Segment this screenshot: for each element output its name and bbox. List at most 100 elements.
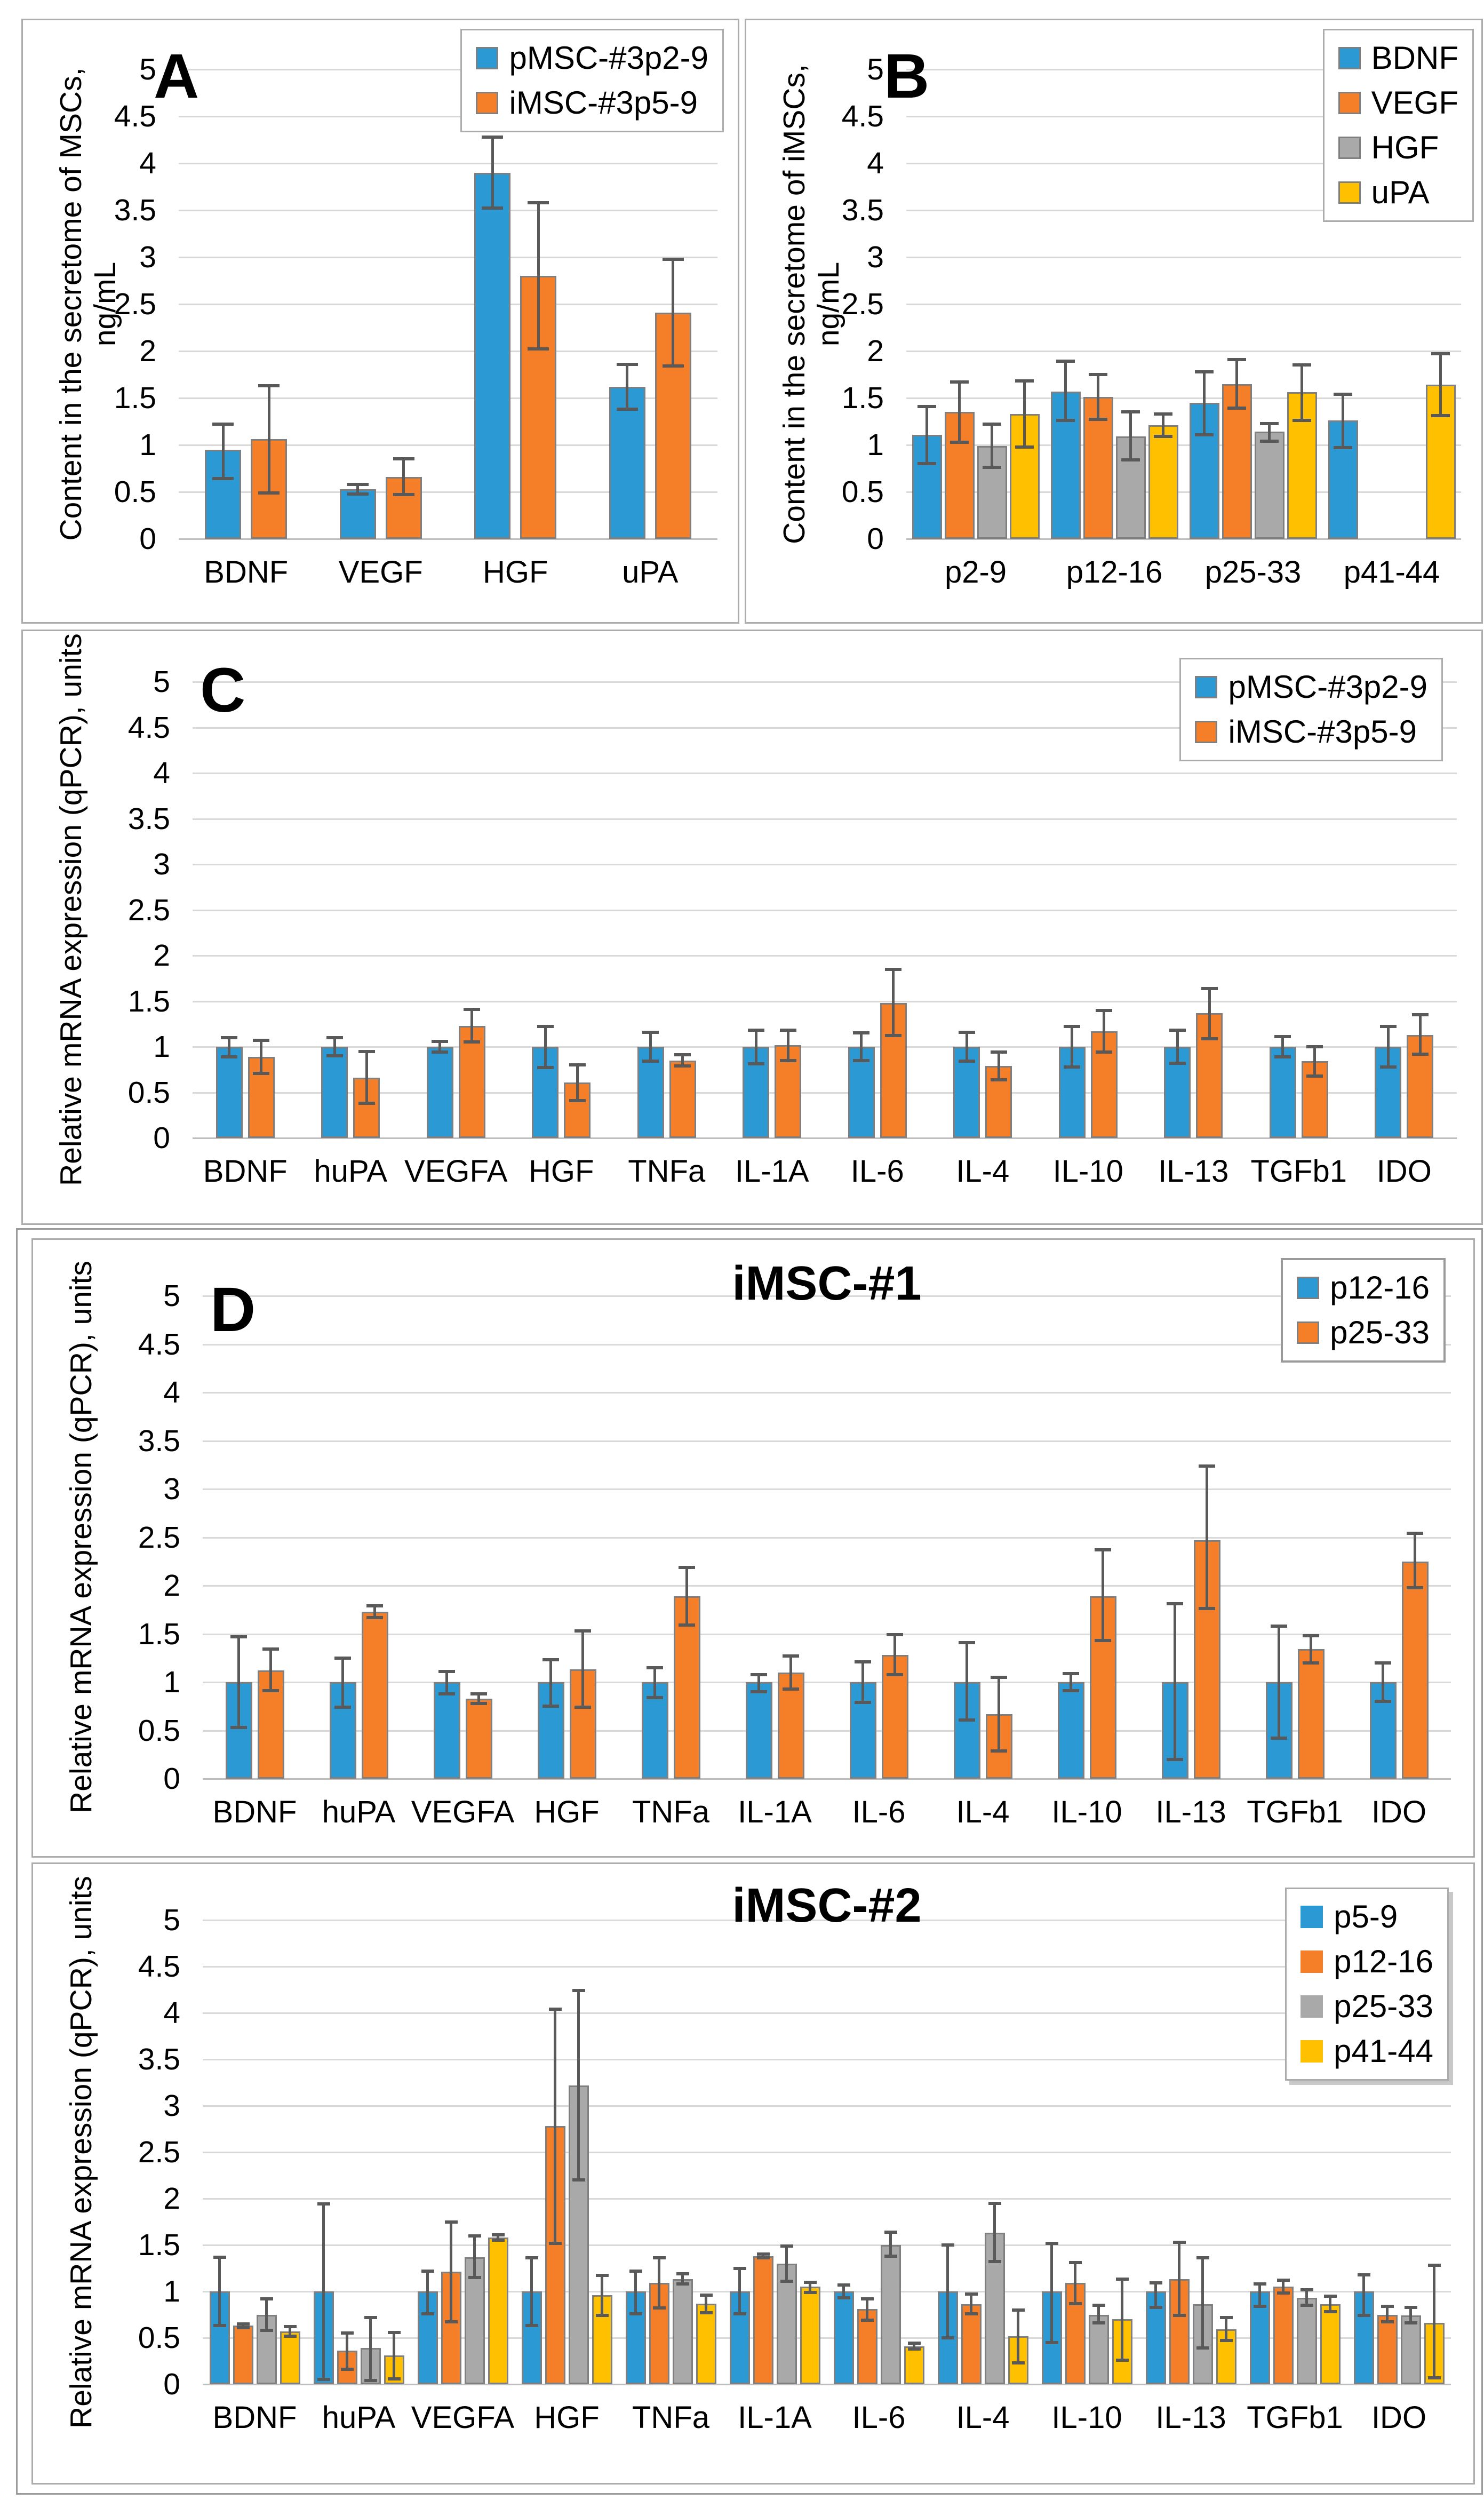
gridline [906,538,1461,540]
error-bar-cap [548,2008,562,2011]
gridline [203,2012,1451,2014]
category-label: IL-13 [1158,1154,1229,1189]
gridline [203,1536,1451,1539]
error-bar-cap [751,1690,767,1694]
error-bar-cap [887,1673,903,1676]
gridline [193,1000,1457,1002]
error-bar-cap [317,2378,330,2382]
error-bar-cap [1274,1055,1291,1058]
error-bar [530,2258,533,2326]
y-tick-label: 1 [139,428,156,462]
error-bar-cap [1154,435,1172,439]
error-bar [1418,1015,1422,1054]
y-tick-label: 3.5 [127,801,170,836]
error-bar [653,1667,656,1698]
legend-label: pMSC-#3p2-9 [509,40,708,76]
error-bar-cap [1253,2304,1266,2308]
gridline [179,163,717,164]
error-bar-cap [1323,2294,1337,2298]
bar [1115,436,1146,539]
category-label: HGF [529,1154,594,1189]
category-label: IL-13 [1155,1795,1226,1829]
bar [321,1047,348,1138]
bar [1296,2298,1317,2384]
error-bar-cap [884,2254,897,2258]
gridline [193,1137,1457,1139]
error-bar-cap [1427,2264,1441,2267]
error-bar [809,2282,811,2292]
category-label: p41-44 [1343,555,1440,590]
error-bar-cap [537,1025,554,1029]
error-bar-cap [1201,1037,1218,1040]
error-bar-cap [1253,2282,1266,2286]
error-bar-cap [699,2311,713,2315]
error-bar [289,2327,291,2336]
error-bar-cap [647,1666,663,1669]
gridline [179,444,717,446]
error-bar-cap [662,257,684,261]
category-label: TNFa [628,1154,706,1189]
gridline [203,2198,1451,2200]
bar [881,1655,908,1779]
y-tick-label: 3 [163,1472,180,1506]
error-bar-cap [780,2279,793,2283]
gridline [193,818,1457,820]
error-bar-cap [991,1749,1007,1753]
gridline [193,1092,1457,1094]
category-label: TGFb1 [1250,1154,1347,1189]
error-bar-cap [595,2274,609,2278]
legend: p5-9 p12-16 p25-33 p41-44 [1285,1888,1449,2081]
bar [216,1047,243,1138]
y-tick-label: 0 [163,2367,180,2401]
error-bar-cap [1154,412,1172,416]
error-bar [1070,1673,1072,1691]
error-bar-cap [783,1687,799,1691]
category-label: VEGF [338,555,423,590]
legend-label: iMSC-#3p5-9 [509,85,698,121]
y-tick-label: 1 [163,2274,180,2308]
y-tick-label: 3.5 [841,193,884,227]
y-tick-label: 3 [867,240,884,274]
error-bar-cap [990,1050,1007,1054]
gridline [203,2059,1451,2060]
error-bar [685,1567,688,1626]
error-bar [1174,1604,1176,1759]
y-tick-label: 4 [867,146,884,180]
error-bar [221,424,225,479]
error-bar-cap [642,1030,659,1034]
gridline [179,304,717,305]
error-bar-cap [260,2297,273,2300]
error-bar [672,259,675,367]
bar [1164,1047,1191,1138]
gridline [193,1046,1457,1048]
y-tick-label: 0.5 [114,475,156,509]
error-bar-cap [575,1706,591,1709]
error-bar-cap [988,2201,1001,2205]
error-bar-cap [676,2272,689,2275]
error-bar-cap [885,967,902,971]
error-bar [892,969,895,1036]
legend-swatch [476,92,499,114]
error-bar-cap [803,2280,817,2284]
legend-swatch [476,47,499,69]
error-bar [1102,1550,1104,1641]
gridline [906,69,1461,70]
gridline [906,163,1461,164]
category-label: BDNF [204,555,289,590]
legend-item: BDNF [1338,39,1458,77]
gridline [203,1966,1451,1968]
error-bar [549,1660,552,1707]
y-tick-label: 3.5 [114,193,156,227]
error-bar-cap [1431,414,1450,418]
error-bar [537,202,540,349]
error-bar-cap [853,1058,870,1062]
legend-label: BDNF [1371,40,1458,76]
y-axis-title: Relative mRNA expression (qPCR), units [64,1876,98,2429]
error-bar-cap [676,2282,689,2286]
error-bar-cap [756,2252,770,2256]
y-tick-label: 2.5 [138,2135,180,2169]
error-bar-cap [1015,445,1034,449]
gridline [906,397,1461,399]
error-bar-cap [747,1062,764,1066]
gridline [203,1920,1451,1921]
